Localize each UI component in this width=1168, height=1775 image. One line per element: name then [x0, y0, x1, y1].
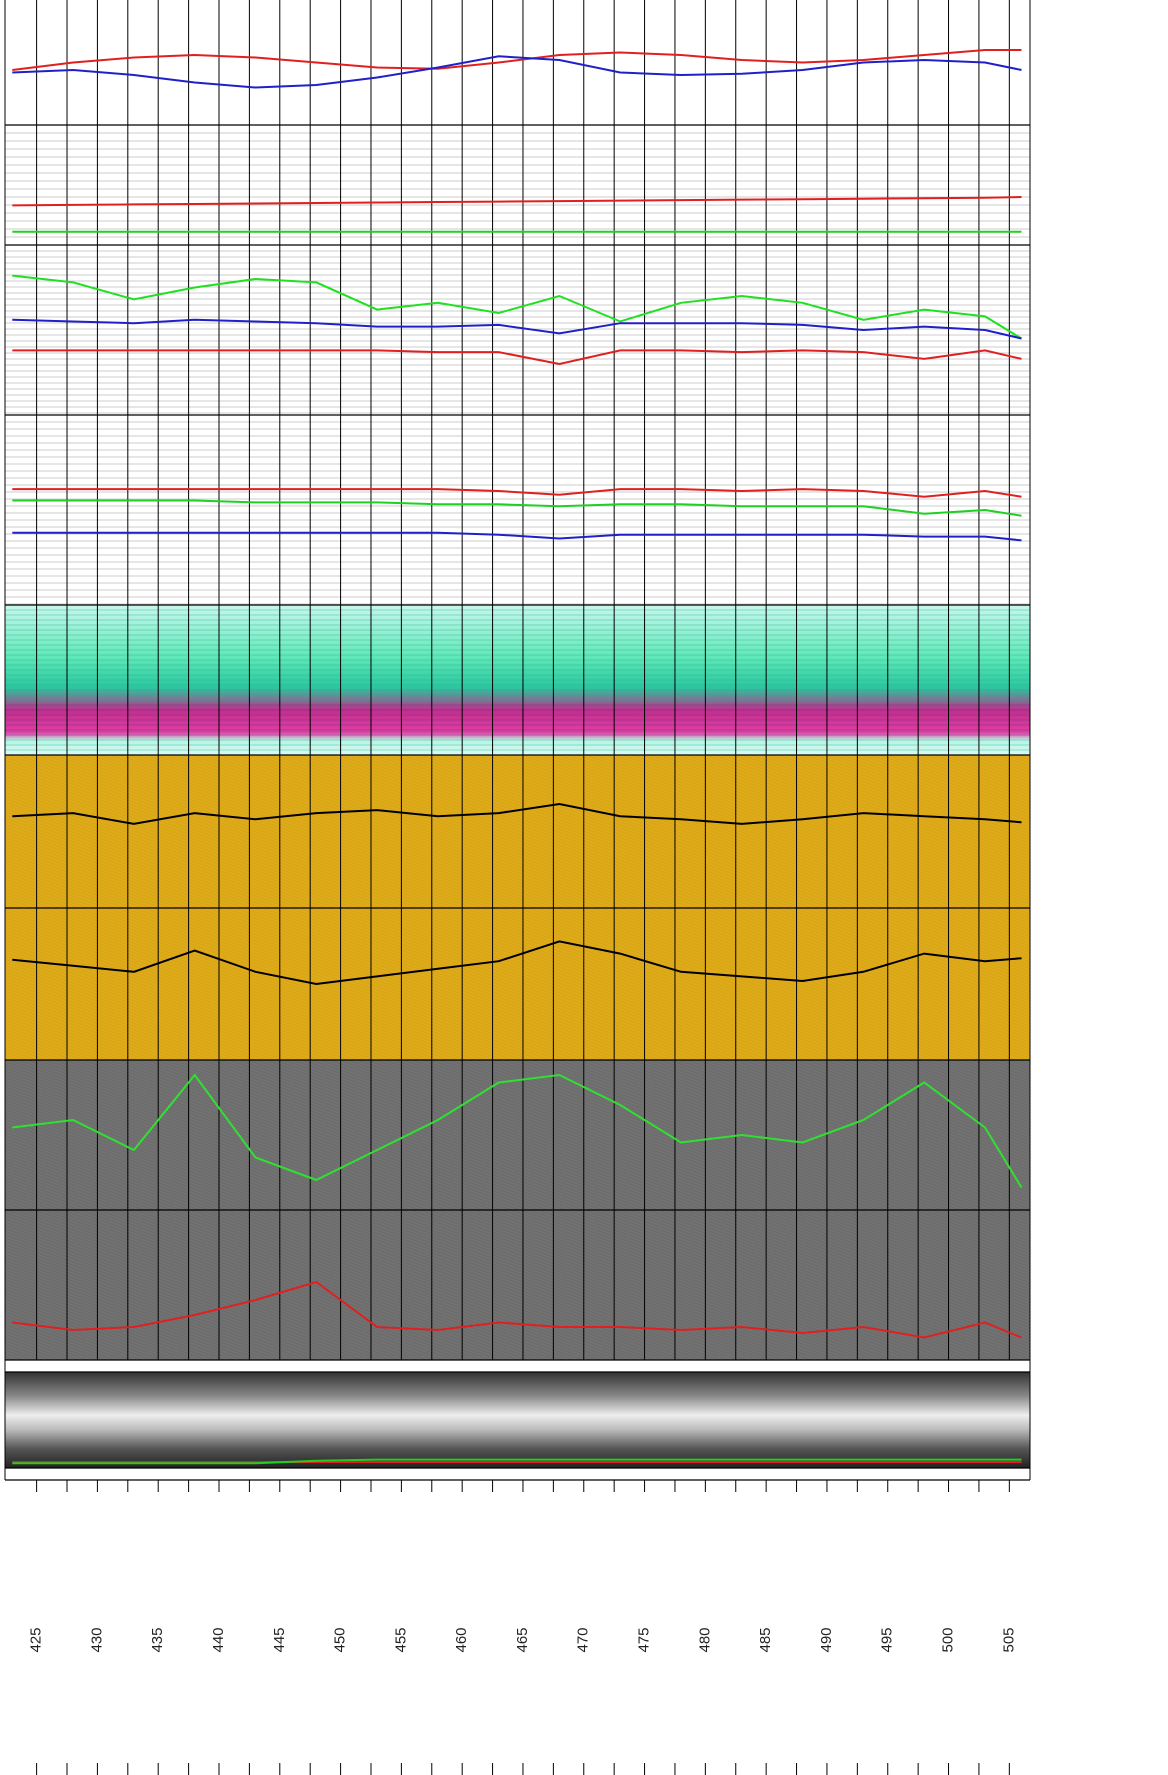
log-curve — [12, 196, 1022, 207]
log-curve — [12, 940, 1022, 986]
x-tick-label: 475 — [636, 1627, 653, 1652]
x-tick-label: 500 — [940, 1627, 957, 1652]
x-tick-label: 430 — [88, 1627, 105, 1652]
log-curve — [12, 802, 1022, 825]
log-curve — [12, 1073, 1023, 1189]
x-tick-label: 440 — [210, 1627, 227, 1652]
x-tick-label: 425 — [28, 1627, 45, 1652]
log-curve — [12, 531, 1022, 542]
x-tick-label: 470 — [575, 1627, 592, 1652]
x-tick-label: 455 — [392, 1627, 409, 1652]
borehole-image — [5, 1372, 1030, 1468]
log-curve — [12, 55, 1022, 89]
x-tick-label: 450 — [332, 1627, 349, 1652]
x-tick-label: 435 — [149, 1627, 166, 1652]
x-tick-label: 460 — [453, 1627, 470, 1652]
x-tick-label: 445 — [271, 1627, 288, 1652]
x-tick-label: 465 — [514, 1627, 531, 1652]
x-tick-label: 505 — [1000, 1627, 1017, 1652]
x-tick-label: 480 — [696, 1627, 713, 1652]
log-curve — [12, 1280, 1022, 1339]
x-tick-label: 495 — [879, 1627, 896, 1652]
log-curve — [12, 318, 1022, 340]
log-curve — [12, 488, 1022, 498]
log-curve — [12, 499, 1022, 517]
log-curve — [12, 274, 1023, 340]
x-tick-label: 485 — [757, 1627, 774, 1652]
x-tick-label: 490 — [818, 1627, 835, 1652]
log-curve — [12, 349, 1022, 366]
log-curve — [12, 1458, 1022, 1465]
log-curve — [12, 49, 1022, 71]
